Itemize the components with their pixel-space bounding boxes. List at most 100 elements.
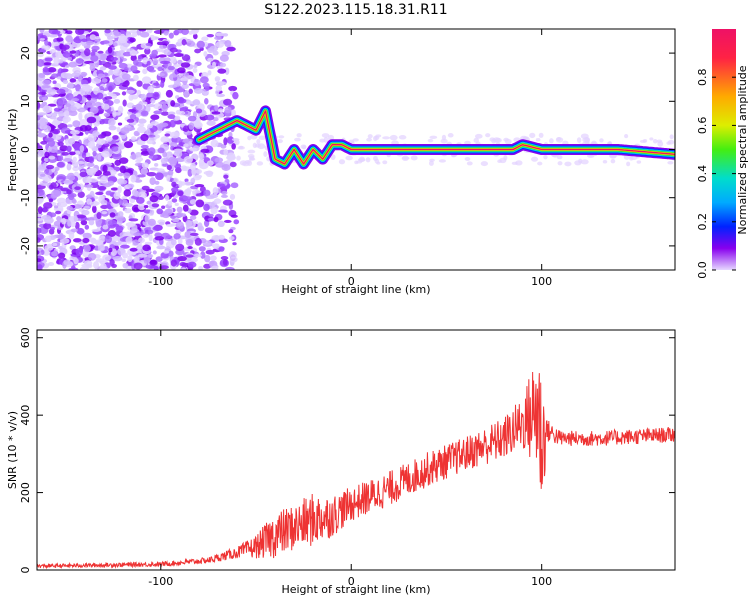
spectrogram-blob — [657, 141, 664, 147]
spectrogram-blob — [121, 73, 131, 80]
spectrogram-blob — [203, 203, 210, 212]
spectrogram-blob — [110, 187, 119, 191]
spectrogram-blob — [152, 250, 157, 255]
spectrogram-blob — [101, 60, 106, 64]
spectrogram-blob — [131, 153, 137, 160]
spectrogram-blob — [97, 154, 102, 161]
spectrogram-blob — [366, 137, 372, 142]
spectrogram-blob — [181, 83, 189, 89]
spectrogram-blob — [68, 61, 78, 68]
spectrogram-blob — [193, 64, 198, 69]
spectrogram-blob — [107, 229, 116, 237]
spectrogram-blob — [176, 150, 183, 158]
spectrogram-blob — [193, 33, 198, 40]
spectrogram-blob — [89, 64, 96, 72]
spectrogram-blob — [200, 148, 210, 153]
spectrogram-blob — [129, 37, 136, 43]
snr-ticks: -100 0 100 0 200 400 600 — [19, 327, 675, 588]
spectrogram-blob — [142, 68, 148, 75]
spectrogram-blob — [429, 160, 434, 166]
spectrogram-blob — [112, 153, 122, 160]
spectrogram-blob — [136, 80, 143, 87]
spectrogram-blob — [68, 231, 75, 240]
spectrogram-blob — [224, 67, 230, 75]
spectrogram-blob — [159, 45, 168, 49]
spectrogram-blob — [101, 40, 110, 44]
spectrogram-blob — [149, 195, 159, 203]
spectrogram-blob — [105, 136, 113, 142]
spectrogram-blob — [150, 114, 160, 121]
spectrogram-blob — [185, 254, 194, 258]
spectrogram-blob — [67, 56, 73, 61]
spectrogram-blob — [192, 99, 201, 106]
spectrogram-blob — [40, 140, 48, 145]
spectrogram-blob — [91, 45, 100, 51]
spectrogram-blob — [169, 47, 178, 53]
spectrogram-blob — [199, 76, 209, 84]
spectrogram-blob — [214, 157, 224, 163]
spectrogram-blob — [48, 34, 58, 38]
spectrogram-ylabel: Frequency (Hz) — [6, 109, 19, 192]
spectrogram-blob — [124, 208, 132, 214]
spectrogram-blob — [205, 170, 214, 178]
spectrogram-blob — [58, 155, 64, 162]
spectrogram-blob — [129, 114, 137, 120]
spectrogram-blob — [602, 159, 608, 164]
spectrogram-blob — [63, 109, 70, 118]
spectrogram-blob — [75, 29, 85, 35]
spectrogram-blob — [37, 213, 42, 218]
spectrogram-blob — [187, 246, 193, 250]
spectrogram-blob — [74, 150, 81, 156]
spectrogram-blob — [170, 215, 176, 219]
spectrogram-blob — [177, 98, 187, 104]
spectrogram-blob — [204, 254, 211, 263]
spectrogram-blob — [80, 71, 88, 77]
spectrogram-blob — [127, 183, 135, 189]
snr-panel: -100 0 100 0 200 400 600 Height of straight li… — [6, 327, 676, 596]
spectrogram-blob — [80, 91, 89, 96]
spectrogram-blob — [91, 77, 102, 84]
spectrogram-blob — [580, 133, 589, 139]
spectrogram-blob — [147, 85, 155, 94]
spectrogram-blob — [149, 259, 157, 265]
spectrogram-blob — [87, 178, 98, 183]
spectrogram-blob — [212, 187, 219, 195]
spectrogram-blob — [160, 157, 168, 165]
spectrogram-blob — [88, 219, 95, 226]
spectrogram-blob — [146, 29, 153, 34]
spectrogram-blob — [38, 164, 46, 171]
spectrogram-blob — [161, 205, 166, 210]
spectrogram-blob — [66, 145, 72, 153]
spectrogram-blob — [117, 172, 124, 177]
spectrogram-blob — [37, 115, 41, 121]
spectrogram-blob — [367, 134, 373, 139]
spectrogram-blob — [157, 147, 165, 154]
spectrogram-blob — [95, 221, 101, 226]
spectrogram-blob — [82, 232, 92, 240]
spectrogram-blob — [129, 126, 136, 131]
spectrogram-blob — [180, 165, 188, 172]
spectrogram-blob — [37, 52, 44, 58]
spectrogram-blob — [83, 260, 93, 267]
spectrogram-blob — [160, 213, 165, 218]
spectrogram-blob — [83, 31, 90, 35]
spectrogram-blob — [67, 137, 76, 145]
spectrogram-blob — [200, 251, 206, 259]
spectrogram-blob — [47, 146, 52, 152]
spectrogram-blob — [205, 195, 215, 200]
spectrogram-blob — [137, 253, 148, 258]
spectrogram-blob — [152, 91, 160, 100]
spectrogram-blob — [47, 103, 57, 107]
spectrogram-blob — [166, 164, 172, 171]
spectrogram-blob — [226, 46, 236, 52]
spectrogram-blob — [204, 114, 215, 121]
spectrogram-blob — [466, 161, 473, 166]
spectrogram-blob — [338, 159, 346, 165]
spectrogram-blob — [155, 172, 164, 181]
spectrogram-blob — [184, 231, 192, 238]
spectrogram-blob — [146, 139, 155, 145]
spectrogram-blob — [171, 187, 179, 193]
spectrogram-blob — [72, 120, 81, 128]
spectrogram-blob — [624, 133, 629, 139]
spectrogram-blob — [226, 136, 235, 144]
